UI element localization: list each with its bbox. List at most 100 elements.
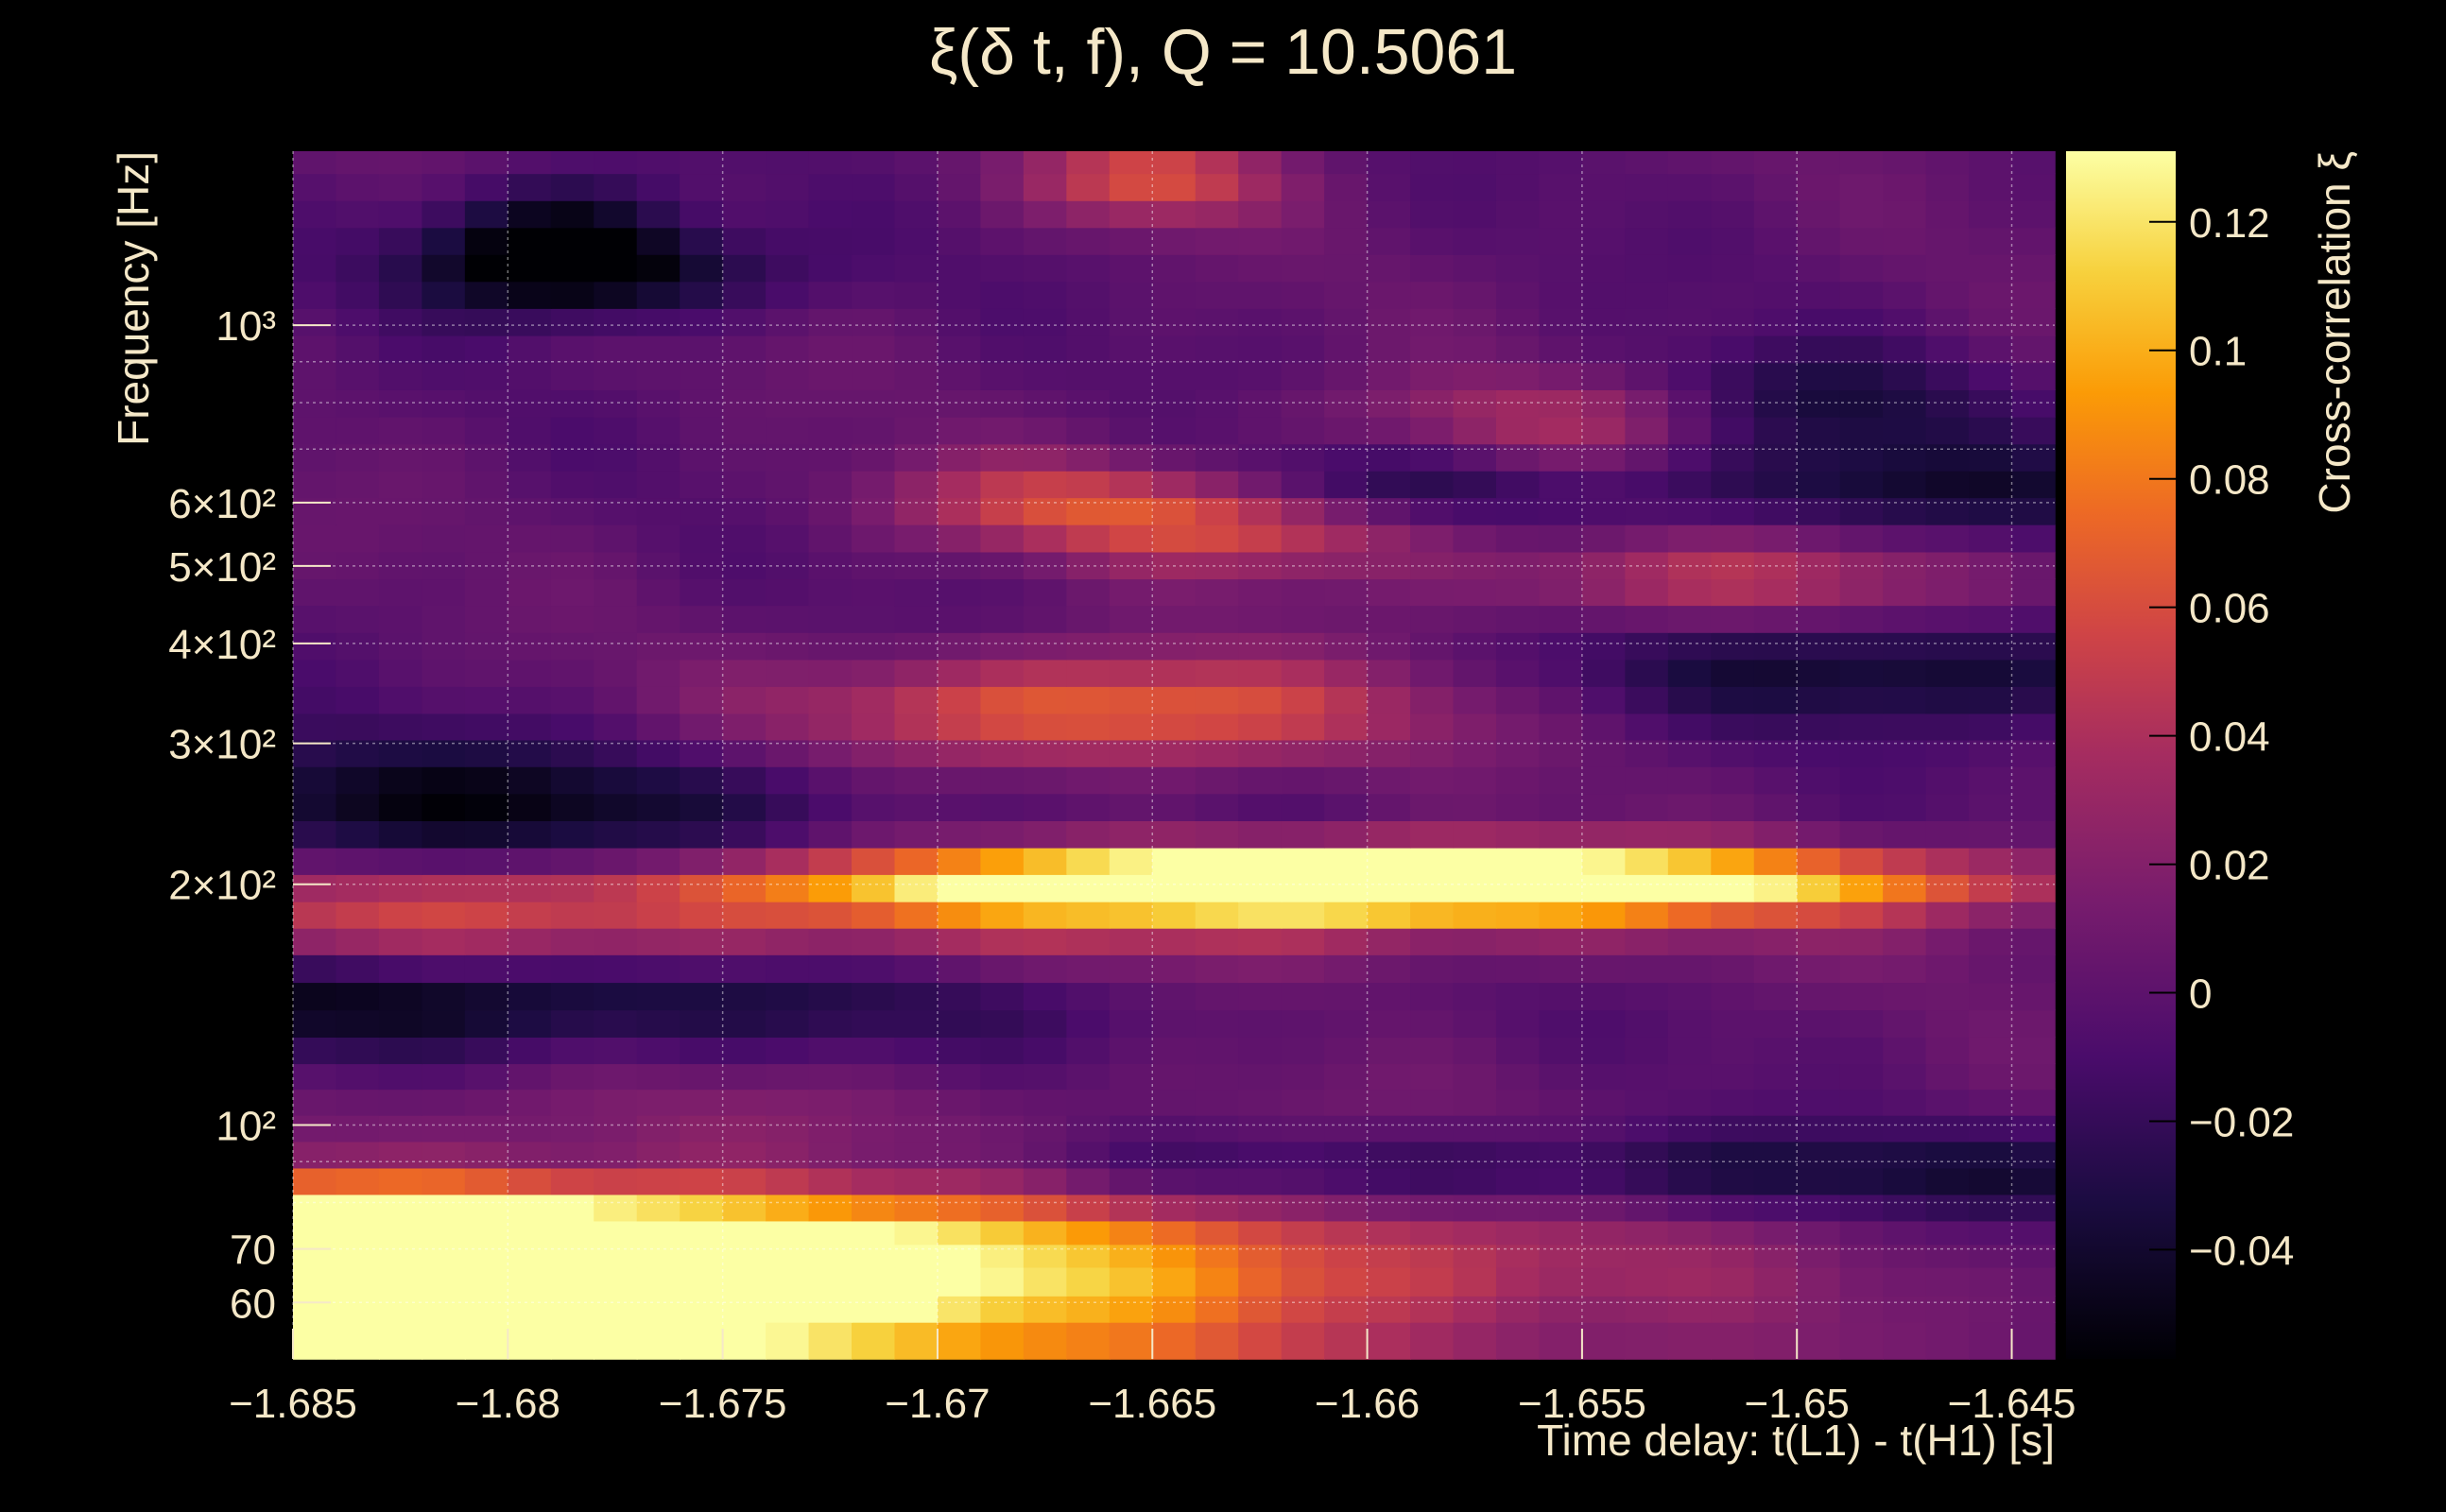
heatmap-cell <box>422 1089 466 1116</box>
heatmap-cell <box>937 686 982 714</box>
heatmap-cell <box>1238 739 1283 767</box>
heatmap-cell <box>1883 1266 1927 1297</box>
heatmap-cell <box>1925 443 1970 472</box>
heatmap-cell <box>808 1296 853 1323</box>
heatmap-cell <box>766 1063 810 1091</box>
heatmap-cell <box>594 1321 638 1360</box>
heatmap-cell <box>1711 308 1755 336</box>
heatmap-cell <box>1109 1244 1154 1268</box>
heatmap-cell <box>293 416 337 445</box>
heatmap-cell <box>852 954 896 984</box>
heatmap-cell <box>1969 982 2013 1011</box>
heatmap-cell <box>1495 874 1541 902</box>
heatmap-cell <box>1625 793 1669 821</box>
heatmap-cell <box>1581 1063 1627 1091</box>
heatmap-cell <box>1711 1266 1755 1297</box>
heatmap-cell <box>980 1321 1025 1360</box>
heatmap-cell <box>1152 874 1197 902</box>
heatmap-cell <box>1797 578 1841 607</box>
heatmap-cell <box>422 173 466 201</box>
heatmap-cell <box>636 497 680 525</box>
heatmap-cell <box>2011 631 2056 661</box>
heatmap-cell <box>852 874 896 902</box>
heatmap-cell <box>852 1141 896 1169</box>
heatmap-cell <box>1324 631 1369 661</box>
heatmap-cell <box>378 1266 423 1297</box>
heatmap-cell <box>1667 1296 1713 1323</box>
heatmap-cell <box>1066 524 1111 553</box>
heatmap-cell <box>2011 927 2056 955</box>
heatmap-cell <box>464 199 509 229</box>
heatmap-cell <box>1453 982 1497 1011</box>
heatmap-cell <box>1152 982 1197 1011</box>
heatmap-cell <box>293 227 337 255</box>
heatmap-cell <box>1625 1141 1669 1169</box>
heatmap-cell <box>1883 443 1927 472</box>
heatmap-cell <box>1839 1089 1884 1116</box>
heatmap-cell <box>1797 1141 1841 1169</box>
heatmap-cell <box>1238 1114 1283 1143</box>
heatmap-cell <box>293 1141 337 1169</box>
heatmap-cell <box>594 443 638 472</box>
heatmap-cell <box>1625 281 1669 309</box>
heatmap-cell <box>680 982 724 1011</box>
heatmap-cell <box>1839 1063 1884 1091</box>
heatmap-cell <box>852 524 896 553</box>
heatmap-cell <box>852 443 896 472</box>
heatmap-cell <box>808 1194 853 1222</box>
heatmap-cell <box>1152 927 1197 955</box>
heatmap-cell <box>2011 227 2056 255</box>
heatmap-cell <box>894 1089 939 1116</box>
heatmap-cell <box>464 389 509 418</box>
heatmap-cell <box>422 1114 466 1143</box>
heatmap-cell <box>1581 551 1627 580</box>
heatmap-cell <box>1066 1167 1111 1195</box>
heatmap-cell <box>1883 1141 1927 1169</box>
heatmap-cell <box>1753 847 1799 875</box>
heatmap-cell <box>766 443 810 472</box>
heatmap-cell <box>1109 793 1154 821</box>
heatmap-cell <box>1797 793 1841 821</box>
heatmap-cell <box>1453 901 1497 929</box>
heatmap-cell <box>1367 470 1411 499</box>
heatmap-cell <box>980 227 1025 255</box>
heatmap-cell <box>1753 1220 1799 1246</box>
heatmap-cell <box>293 954 337 984</box>
heatmap-cell <box>937 281 982 309</box>
heatmap-cell <box>680 497 724 525</box>
heatmap-cell <box>722 470 767 499</box>
heatmap-cell <box>680 1063 724 1091</box>
heatmap-cell <box>894 173 939 201</box>
heatmap-cell <box>722 982 767 1011</box>
heatmap-cell <box>508 1321 552 1360</box>
heatmap-cell <box>937 173 982 201</box>
heatmap-cell <box>1539 659 1583 687</box>
heatmap-cell <box>1883 389 1927 418</box>
heatmap-cell <box>980 631 1025 661</box>
heatmap-cell <box>808 497 853 525</box>
heatmap-cell <box>1753 308 1799 336</box>
heatmap-cell <box>1109 173 1154 201</box>
heatmap-cell <box>293 1296 337 1323</box>
heatmap-cell <box>680 713 724 741</box>
heatmap-cell <box>464 847 509 875</box>
heatmap-cell <box>2011 389 2056 418</box>
heatmap-cell <box>852 1194 896 1222</box>
heatmap-cell <box>852 335 896 364</box>
heatmap-cell <box>1238 1037 1283 1065</box>
heatmap-cell <box>594 335 638 364</box>
heatmap-cell <box>1539 713 1583 741</box>
heatmap-cell <box>464 927 509 955</box>
heatmap-cell <box>980 605 1025 633</box>
heatmap-cell <box>1023 1296 1068 1323</box>
heatmap-cell <box>1539 1114 1583 1143</box>
heatmap-cell <box>894 1266 939 1297</box>
heatmap-cell <box>1925 281 1970 309</box>
heatmap-cell <box>636 308 680 336</box>
heatmap-cell <box>293 1220 337 1246</box>
heatmap-cell <box>852 1296 896 1323</box>
heatmap-cell <box>1495 173 1541 201</box>
heatmap-cell <box>1324 524 1369 553</box>
heatmap-cell <box>1324 982 1369 1011</box>
heatmap-cell <box>1152 362 1197 390</box>
